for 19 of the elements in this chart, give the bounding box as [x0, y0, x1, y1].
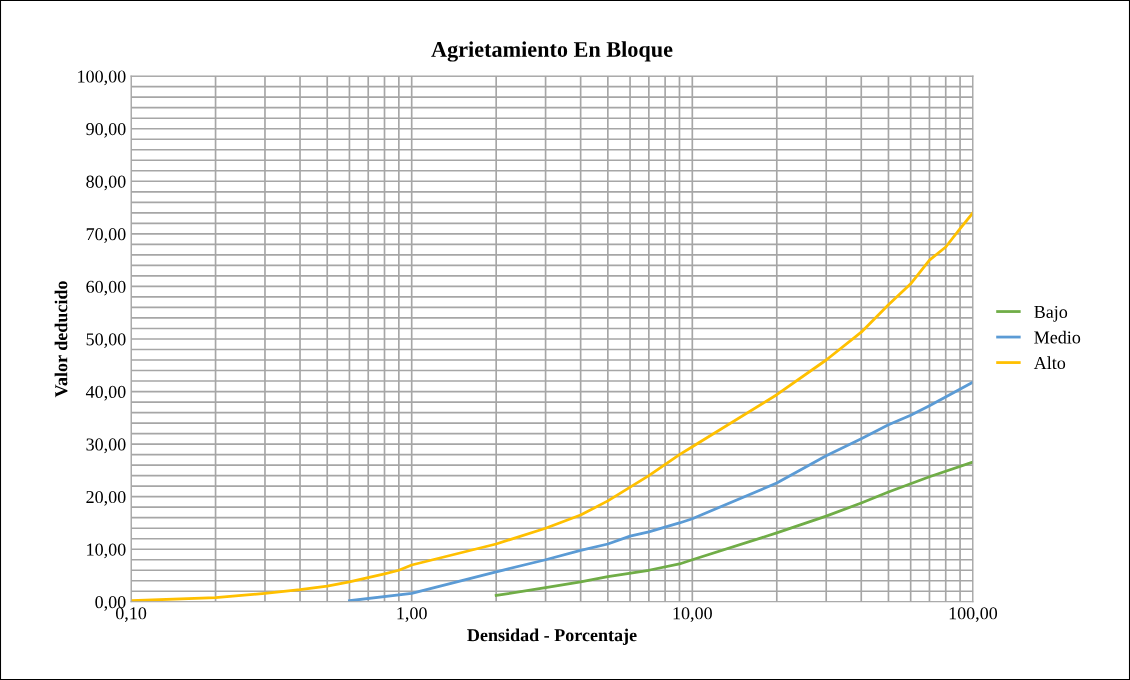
y-axis-title: Valor deducido	[54, 281, 68, 398]
legend-label: Medio	[1034, 330, 1081, 344]
y-tick-label: 50,00	[86, 333, 126, 349]
legend-label: Alto	[1033, 356, 1066, 370]
y-tick-label: 80,00	[86, 175, 126, 191]
y-tick-label: 90,00	[86, 122, 126, 138]
y-tick-label: 20,00	[86, 490, 126, 506]
x-tick-label: 10,00	[673, 607, 712, 622]
chart-title: Agrietamiento En Bloque	[431, 41, 673, 62]
legend-label: Bajo	[1034, 305, 1068, 322]
y-tick-label: 10,00	[87, 543, 126, 559]
y-tick-label: 70,00	[86, 228, 126, 243]
x-axis-title: Densidad - Porcentaje	[467, 628, 637, 645]
y-tick-label: 40,00	[85, 385, 126, 401]
y-tick-label: 100,00	[78, 70, 126, 86]
y-tick-label: 60,00	[86, 280, 126, 296]
x-tick-label: 1,00	[397, 607, 427, 622]
x-tick-label: 100,00	[949, 607, 998, 622]
y-tick-label: 30,00	[86, 438, 126, 454]
